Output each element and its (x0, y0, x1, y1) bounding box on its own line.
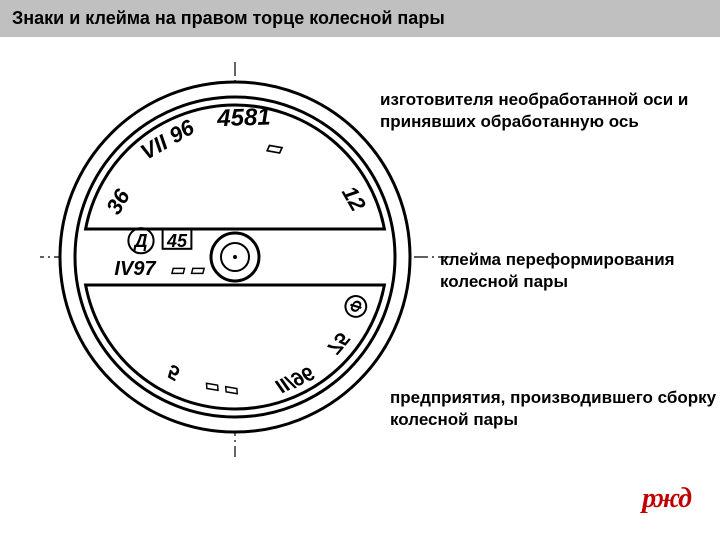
label-assembly: предприятия, производившего сборку колес… (390, 387, 720, 431)
rzd-logo: ржд (642, 483, 690, 515)
svg-text:4581: 4581 (216, 103, 271, 132)
svg-text:IV97: IV97 (114, 258, 156, 280)
svg-text:Д: Д (133, 231, 148, 251)
svg-text:45: 45 (166, 231, 188, 251)
page-title: Знаки и клейма на правом торце колесной … (12, 8, 445, 28)
title-bar: Знаки и клейма на правом торце колесной … (0, 0, 720, 37)
content-area: 36VII 964581▭12Ф75II/96▭ ▭5Д45IV97▭ ▭ из… (0, 37, 720, 527)
label-reformation: клейма переформирования колесной пары (440, 249, 720, 293)
svg-text:▭ ▭: ▭ ▭ (170, 262, 206, 279)
label-manufacturer: изготовителя необработанной оси и приняв… (380, 89, 720, 133)
